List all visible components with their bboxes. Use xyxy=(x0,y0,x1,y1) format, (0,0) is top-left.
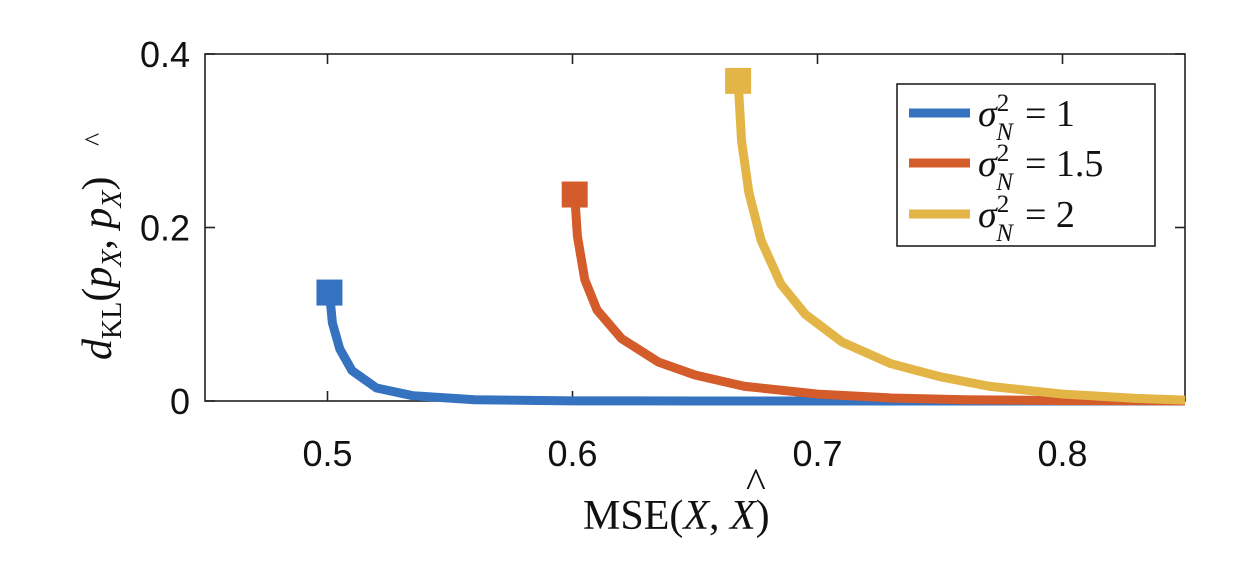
legend-series-2-sigma: σ xyxy=(978,143,998,185)
y-axis-label-d: d xyxy=(75,338,121,360)
series-end-marker-3 xyxy=(725,67,752,94)
y-axis-label-open-paren: ( xyxy=(75,288,121,302)
legend-series-1-subscript: N xyxy=(995,119,1014,146)
legend-series-1-superscript: 2 xyxy=(997,90,1010,117)
plot-area: 0.5 0.6 0.7 0.8 0 0.2 0.4 xyxy=(140,34,1186,474)
series-line-2 xyxy=(570,194,1186,406)
x-axis-label-variable-x: X xyxy=(681,493,711,539)
x-axis-label-separator: , xyxy=(709,493,730,539)
x-axis-label-variable-xhat: X xyxy=(728,493,758,539)
x-tick-label-1: 0.6 xyxy=(547,433,597,474)
legend-series-1-sigma: σ xyxy=(978,93,998,135)
x-axis-ticks: 0.5 0.6 0.7 0.8 xyxy=(302,54,1088,474)
y-axis-label-p2: p xyxy=(75,208,121,232)
x-axis-label-hat: ^ xyxy=(746,461,766,507)
series-end-marker-2 xyxy=(561,181,588,208)
legend-entry-series-3: σ2 N = 2 xyxy=(978,191,1075,247)
legend-entry-series-1: σ2 N = 1 xyxy=(978,90,1075,146)
legend-series-1-equals: = 1 xyxy=(1025,93,1075,135)
legend-series-2-subscript: N xyxy=(995,169,1014,196)
legend-series-2-equals: = 1.5 xyxy=(1025,143,1103,185)
legend-series-2-superscript: 2 xyxy=(997,140,1010,167)
y-axis-label-p2-hat: ^ xyxy=(80,133,111,146)
y-axis-label-close-paren: ) xyxy=(75,176,121,190)
x-tick-label-0: 0.5 xyxy=(302,433,352,474)
y-axis-label-p1-subscript: X xyxy=(97,249,128,268)
y-tick-label-0: 0 xyxy=(170,381,190,422)
x-axis-label: MSE(X, X) ^ xyxy=(583,461,770,539)
legend-series-3-sigma: σ xyxy=(978,194,998,236)
y-axis-label-p2-subscript: X xyxy=(97,190,128,209)
series-layer xyxy=(324,80,1186,406)
legend-series-3-subscript: N xyxy=(995,220,1014,247)
x-axis-label-suffix: ) xyxy=(756,493,770,539)
y-axis-label-separator: , xyxy=(75,229,121,250)
svg-text:MSE(X, X): MSE(X, X) xyxy=(583,493,770,539)
y-tick-label-1: 0.2 xyxy=(140,208,190,249)
series-line-3 xyxy=(733,80,1186,405)
y-tick-label-2: 0.4 xyxy=(140,34,190,75)
x-axis-label-prefix: MSE( xyxy=(583,493,683,539)
series-end-marker-1 xyxy=(316,279,343,306)
marker-layer xyxy=(316,67,752,306)
svg-text:dKL(pX, pX): dKL(pX, pX) xyxy=(75,176,128,360)
chart-legend: σ2 N = 1 σ2 N = 1.5 σ2 N = 2 xyxy=(896,83,1156,247)
legend-series-3-superscript: 2 xyxy=(997,191,1010,218)
y-axis-label-d-subscript: KL xyxy=(97,302,128,339)
y-axis-label-p1: p xyxy=(75,267,121,291)
legend-entry-series-2: σ2 N = 1.5 xyxy=(978,140,1103,196)
y-axis-ticks: 0 0.2 0.4 xyxy=(140,34,1185,422)
legend-series-3-equals: = 2 xyxy=(1025,194,1075,236)
x-tick-label-3: 0.8 xyxy=(1037,433,1087,474)
x-tick-label-2: 0.7 xyxy=(792,433,842,474)
y-axis-label: dKL(pX, pX) ^ xyxy=(75,133,128,360)
